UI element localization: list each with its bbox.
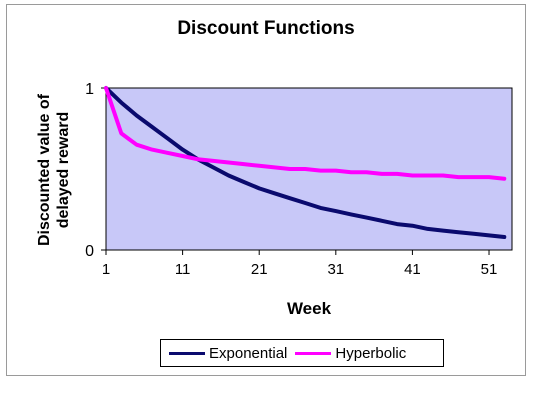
legend-label-exponential: Exponential [209,344,288,362]
x-tick-label: 21 [251,261,268,278]
y-tick-label: 0 [85,243,94,260]
x-tick-label: 31 [327,261,344,278]
legend-label-hyperbolic: Hyperbolic [335,344,407,362]
legend-swatch-hyperbolic [295,351,332,355]
series-line-exponential [104,86,507,239]
x-axis-label: Week [287,299,332,318]
legend-item-exponential: Exponential [169,345,287,362]
legend: Exponential Hyperbolic [160,339,444,367]
legend-swatch-exponential [169,351,205,355]
series-line-hyperbolic [104,86,507,181]
x-tick-label: 41 [404,261,421,278]
chart-title: Discount Functions [177,18,355,39]
y-tick-label: 1 [85,81,94,98]
x-tick-label: 51 [481,261,498,278]
x-tick-label: 1 [102,261,110,278]
x-tick-label: 11 [175,261,191,278]
legend-item-hyperbolic: Hyperbolic [295,345,406,362]
